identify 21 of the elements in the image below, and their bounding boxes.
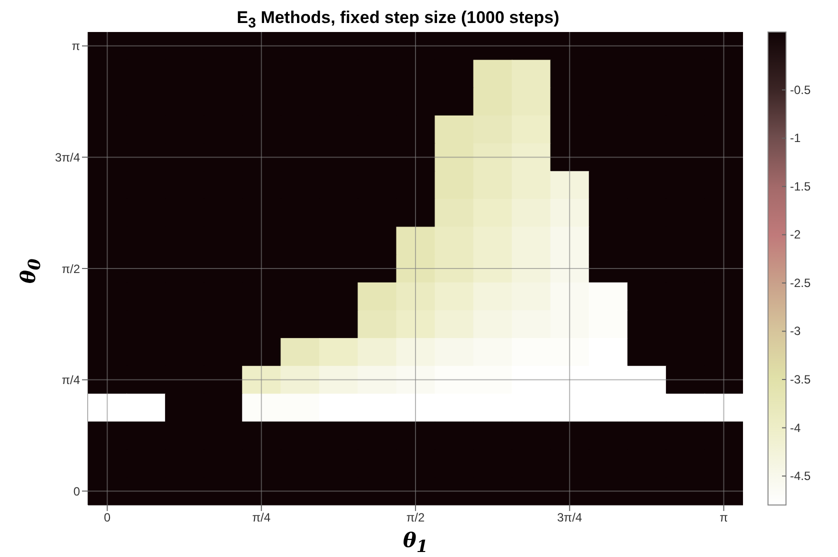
color-bar-label: -3.5 [790,372,812,387]
color-bar-label: -4.5 [790,469,812,484]
y-tick-label: 0 [73,484,80,498]
x-tick-label: 3π/4 [557,510,582,525]
y-tick-label: 3π/4 [55,150,80,164]
color-bar-label: -1 [790,131,801,146]
y-tick-label: π [72,39,80,54]
color-bar-label: -2 [790,228,801,242]
color-bar-label: -2.5 [790,276,812,290]
y-tick-label: π/2 [62,262,80,276]
color-bar-label: -0.5 [790,82,812,97]
color-bar-label: -1.5 [790,179,812,194]
x-tick-label: 0 [104,510,111,525]
y-tick-label: π/4 [62,373,80,388]
x-tick-label: π/4 [252,510,271,525]
x-tick-label: π [720,510,728,525]
x-axis-title: θ$_{1}$ [403,528,428,556]
chart-title: E$_{3}$ Methods, fixed step size (1000 steps) [236,8,560,32]
x-tick-label: π/2 [406,510,425,525]
color-bar-label: -3 [790,324,801,338]
color-bar-label: -4 [790,420,801,435]
